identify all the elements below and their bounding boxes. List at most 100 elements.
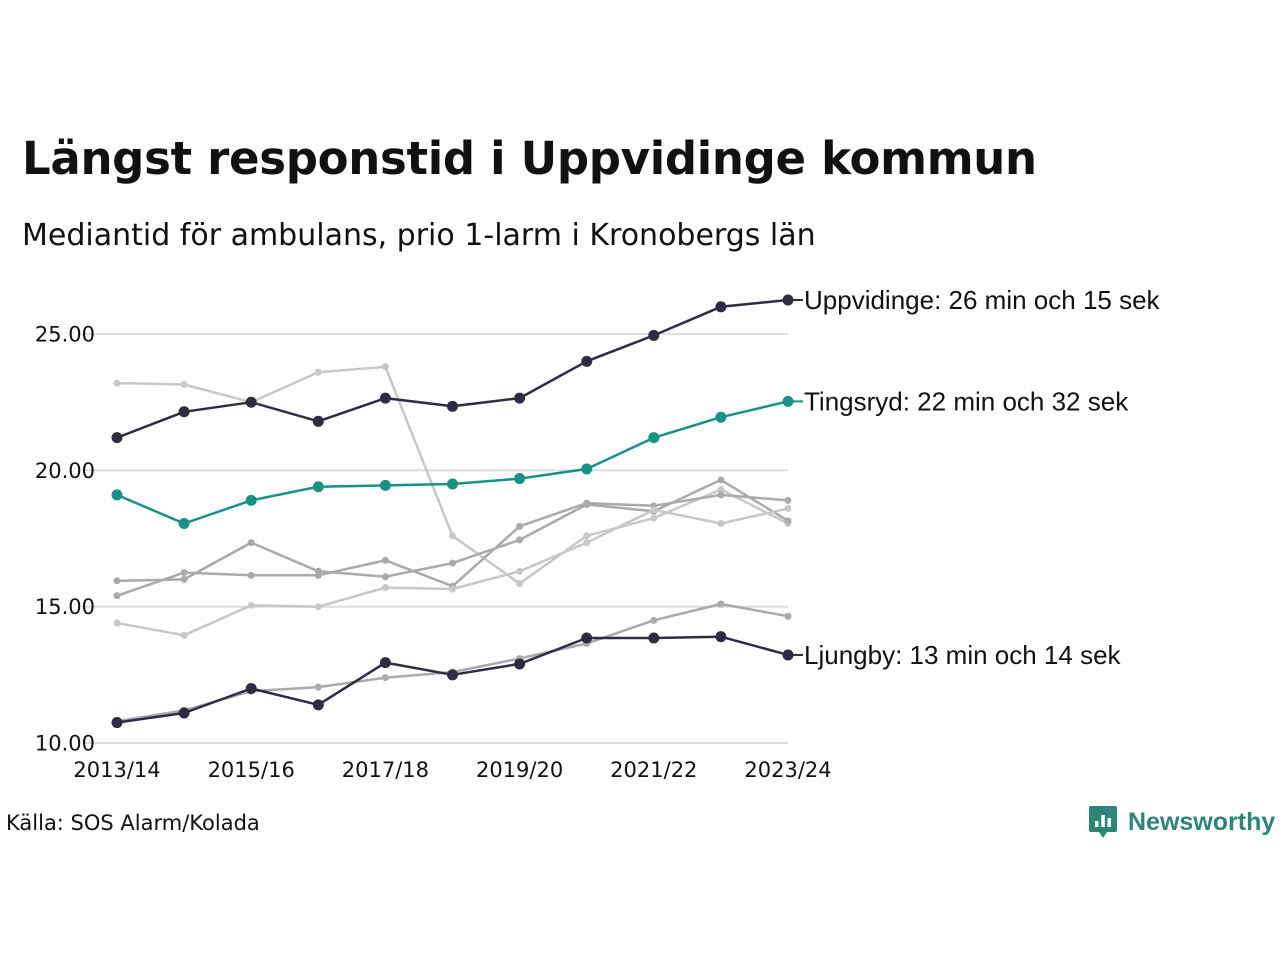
data-point [514,658,526,670]
data-point [245,682,257,694]
data-point [113,577,121,585]
data-point [180,631,188,639]
data-point [782,649,794,661]
chart-subtitle: Mediantid för ambulans, prio 1-larm i Kr… [22,218,816,253]
data-point [180,381,188,389]
x-tick-label: 2013/14 [73,758,160,782]
data-point [113,592,121,600]
data-point [379,479,391,491]
y-axis-ticks: 10.00 15.00 20.00 25.00 [35,323,95,756]
data-point [449,532,456,540]
series-line [116,493,789,597]
data-point [379,392,391,404]
data-point [381,573,389,581]
end-label: Uppvidinge: 26 min och 15 sek [804,285,1161,315]
series-line [116,365,789,585]
data-point [648,329,660,341]
end-label: Tingsryd: 22 min och 32 sek [804,386,1129,416]
data-point [111,489,123,501]
data-point [715,631,727,643]
data-point [717,600,725,608]
data-point [449,585,456,593]
x-axis-ticks: 2013/14 2015/16 2017/18 2019/20 2021/22 2023/… [73,758,831,782]
brand-logo[interactable]: Newsworthy [1088,804,1275,840]
data-point [715,301,727,313]
data-point [648,432,660,444]
chart-title: Längst responstid i Uppvidinge kommun [22,132,1037,185]
data-point [111,717,123,729]
data-point [516,536,524,544]
data-point [583,539,591,547]
data-point [784,612,792,620]
data-point [715,411,727,423]
data-point [312,481,324,493]
series-lines [111,294,794,729]
series-context-0 [113,363,792,588]
data-point [381,556,389,564]
x-tick-label: 2017/18 [342,758,429,782]
data-point [583,500,591,508]
series-ljungby [111,631,794,729]
end-label: Ljungby: 13 min och 14 sek [804,640,1122,670]
x-tick-label: 2021/22 [610,758,697,782]
grid-lines [82,333,788,744]
data-point [516,522,524,530]
source-note: Källa: SOS Alarm/Kolada [6,811,260,835]
x-tick-label: 2015/16 [208,758,295,782]
data-point [381,363,389,371]
data-point [314,683,322,691]
data-point [180,569,188,577]
series-context-2 [113,476,792,585]
data-point [381,674,389,682]
data-point [447,478,458,490]
data-point [180,575,188,583]
data-point [245,494,257,506]
series-line [116,298,789,439]
data-point [784,505,792,513]
data-point [449,559,456,567]
series-context-4 [113,600,792,725]
data-point [516,567,524,575]
data-point [447,400,458,412]
data-point [312,699,324,711]
data-point [247,539,255,547]
series-tingsryd [111,395,794,530]
data-point [717,485,725,493]
data-point [514,392,526,404]
newsworthy-logo-icon [1089,806,1117,838]
data-point [514,473,526,485]
data-point [178,518,190,530]
data-point [717,491,725,499]
data-point [111,432,123,444]
data-point [784,496,792,504]
data-point [113,379,121,387]
data-point [717,476,725,484]
y-tick-label: 15.00 [35,595,95,619]
data-point [581,355,593,367]
data-point [648,632,660,644]
data-point [247,571,255,579]
data-point [650,616,658,624]
data-point [314,603,322,611]
series-uppvidinge [111,294,794,444]
y-tick-label: 25.00 [35,323,95,347]
data-point [650,506,658,514]
data-point [717,520,725,528]
y-tick-label: 20.00 [35,459,95,483]
data-point [178,406,190,418]
data-point [178,707,190,719]
data-point [381,584,389,592]
data-point [516,580,524,588]
data-point [314,567,322,575]
data-point [113,619,121,627]
data-point [245,396,257,408]
data-point [247,601,255,609]
data-point [379,657,391,669]
data-point [581,632,593,644]
data-point [581,463,593,475]
x-tick-label: 2019/20 [476,758,563,782]
data-point [650,514,658,522]
data-point [312,415,324,427]
data-point [782,294,794,306]
